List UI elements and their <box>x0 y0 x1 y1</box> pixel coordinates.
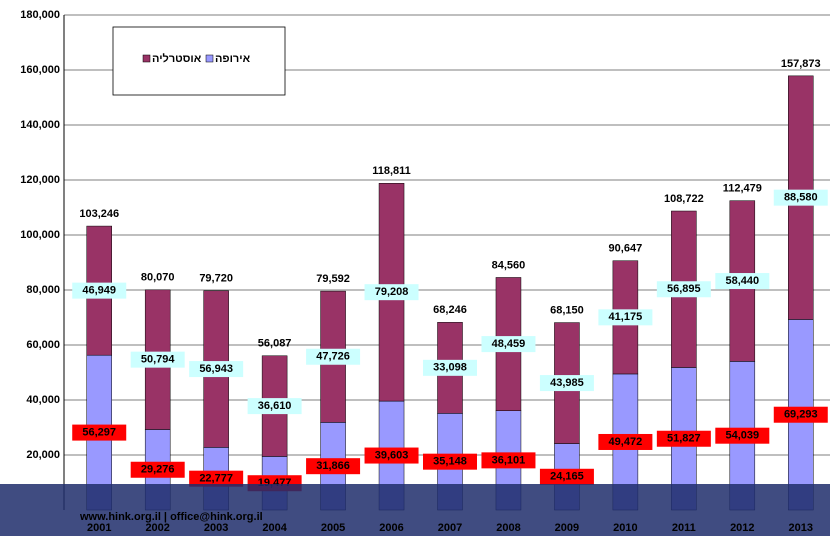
value-label: 56,895 <box>667 283 701 295</box>
y-tick-label: 80,000 <box>26 284 60 296</box>
value-label-box <box>130 461 185 478</box>
value-label-box <box>773 406 828 423</box>
value-label: 36,610 <box>258 400 292 412</box>
value-label-box <box>539 375 594 392</box>
x-tick-label: 2011 <box>672 522 696 534</box>
legend-box <box>112 26 286 96</box>
value-label: 88,580 <box>784 192 818 204</box>
total-label: 79,720 <box>199 273 233 285</box>
y-tick-label: 100,000 <box>20 229 60 241</box>
value-label: 48,459 <box>492 338 526 350</box>
total-label: 112,479 <box>723 183 762 195</box>
x-tick-label: 2008 <box>496 522 520 534</box>
value-label: 49,472 <box>609 436 643 448</box>
value-label-box <box>306 458 361 475</box>
legend-swatch <box>142 54 151 63</box>
value-label-box <box>656 281 711 298</box>
total-label: 157,873 <box>781 58 821 70</box>
value-label-box <box>715 273 770 290</box>
y-tick-label: 20,000 <box>26 449 60 461</box>
x-tick-label: 2003 <box>204 522 228 534</box>
value-label-box <box>247 398 302 415</box>
value-label-box <box>598 309 653 326</box>
value-label: 31,866 <box>316 460 350 472</box>
total-label: 84,560 <box>492 259 526 271</box>
value-label: 41,175 <box>609 311 643 323</box>
value-label: 22,777 <box>199 473 233 485</box>
legend-label: אוסטרליה <box>152 52 202 65</box>
value-label-box <box>130 351 185 368</box>
value-label: 69,293 <box>784 409 818 421</box>
value-label: 51,827 <box>667 433 701 445</box>
y-tick-label: 180,000 <box>20 9 60 21</box>
value-label: 58,440 <box>725 275 759 287</box>
y-tick-label: 40,000 <box>26 394 60 406</box>
value-label-box <box>773 189 828 206</box>
value-label: 35,148 <box>433 456 467 468</box>
y-tick-label: 160,000 <box>20 64 60 76</box>
value-label-box <box>481 452 536 469</box>
x-tick-label: 2006 <box>379 522 403 534</box>
value-label-box <box>72 282 127 299</box>
total-label: 68,150 <box>550 304 584 316</box>
value-label: 39,603 <box>375 449 409 461</box>
value-label: 47,726 <box>316 351 350 363</box>
y-tick-label: 120,000 <box>20 174 60 186</box>
value-label: 43,985 <box>550 377 584 389</box>
total-label: 90,647 <box>609 243 643 255</box>
value-label-box <box>598 433 653 450</box>
value-label: 54,039 <box>725 430 759 442</box>
value-label-box <box>481 336 536 353</box>
x-tick-label: 2007 <box>438 522 462 534</box>
value-label-box <box>715 427 770 444</box>
value-label-box <box>189 361 244 378</box>
value-label-box <box>189 470 244 487</box>
legend-swatch <box>205 54 214 63</box>
total-label: 108,722 <box>664 193 704 205</box>
y-tick-label: 140,000 <box>20 119 60 131</box>
legend-label: אירופה <box>215 53 251 65</box>
value-label: 46,949 <box>82 285 116 297</box>
x-tick-label: 2001 <box>87 522 111 534</box>
value-label-box <box>72 424 127 441</box>
x-tick-label: 2010 <box>613 522 637 534</box>
value-label-box <box>656 430 711 447</box>
total-label: 80,070 <box>141 272 175 284</box>
x-tick-label: 2012 <box>730 522 754 534</box>
x-tick-label: 2002 <box>145 522 169 534</box>
value-label-box <box>423 453 477 470</box>
value-label: 24,165 <box>550 471 584 483</box>
banner <box>0 484 830 536</box>
value-label-box <box>364 447 419 464</box>
value-label-box <box>423 359 477 376</box>
value-label: 36,101 <box>492 454 526 466</box>
value-label-box <box>306 348 361 365</box>
total-label: 56,087 <box>258 338 292 350</box>
x-tick-label: 2013 <box>789 522 813 534</box>
value-label: 56,943 <box>199 363 233 375</box>
total-label: 68,246 <box>433 304 467 316</box>
banner-text: www.hink.org.il | office@hink.org.il <box>79 511 263 523</box>
total-label: 79,592 <box>316 273 350 285</box>
value-label-box <box>539 468 594 485</box>
y-tick-label: 60,000 <box>26 339 60 351</box>
value-label-box <box>364 284 419 301</box>
x-tick-label: 2009 <box>555 522 579 534</box>
x-tick-label: 2004 <box>262 522 287 534</box>
value-label: 33,098 <box>433 362 467 374</box>
total-label: 118,811 <box>372 165 411 177</box>
x-tick-label: 2005 <box>321 522 345 534</box>
value-label: 56,297 <box>82 426 116 438</box>
value-label: 29,276 <box>141 464 175 476</box>
value-label: 50,794 <box>141 354 176 366</box>
value-label: 79,208 <box>375 286 409 298</box>
total-label: 103,246 <box>79 208 119 220</box>
